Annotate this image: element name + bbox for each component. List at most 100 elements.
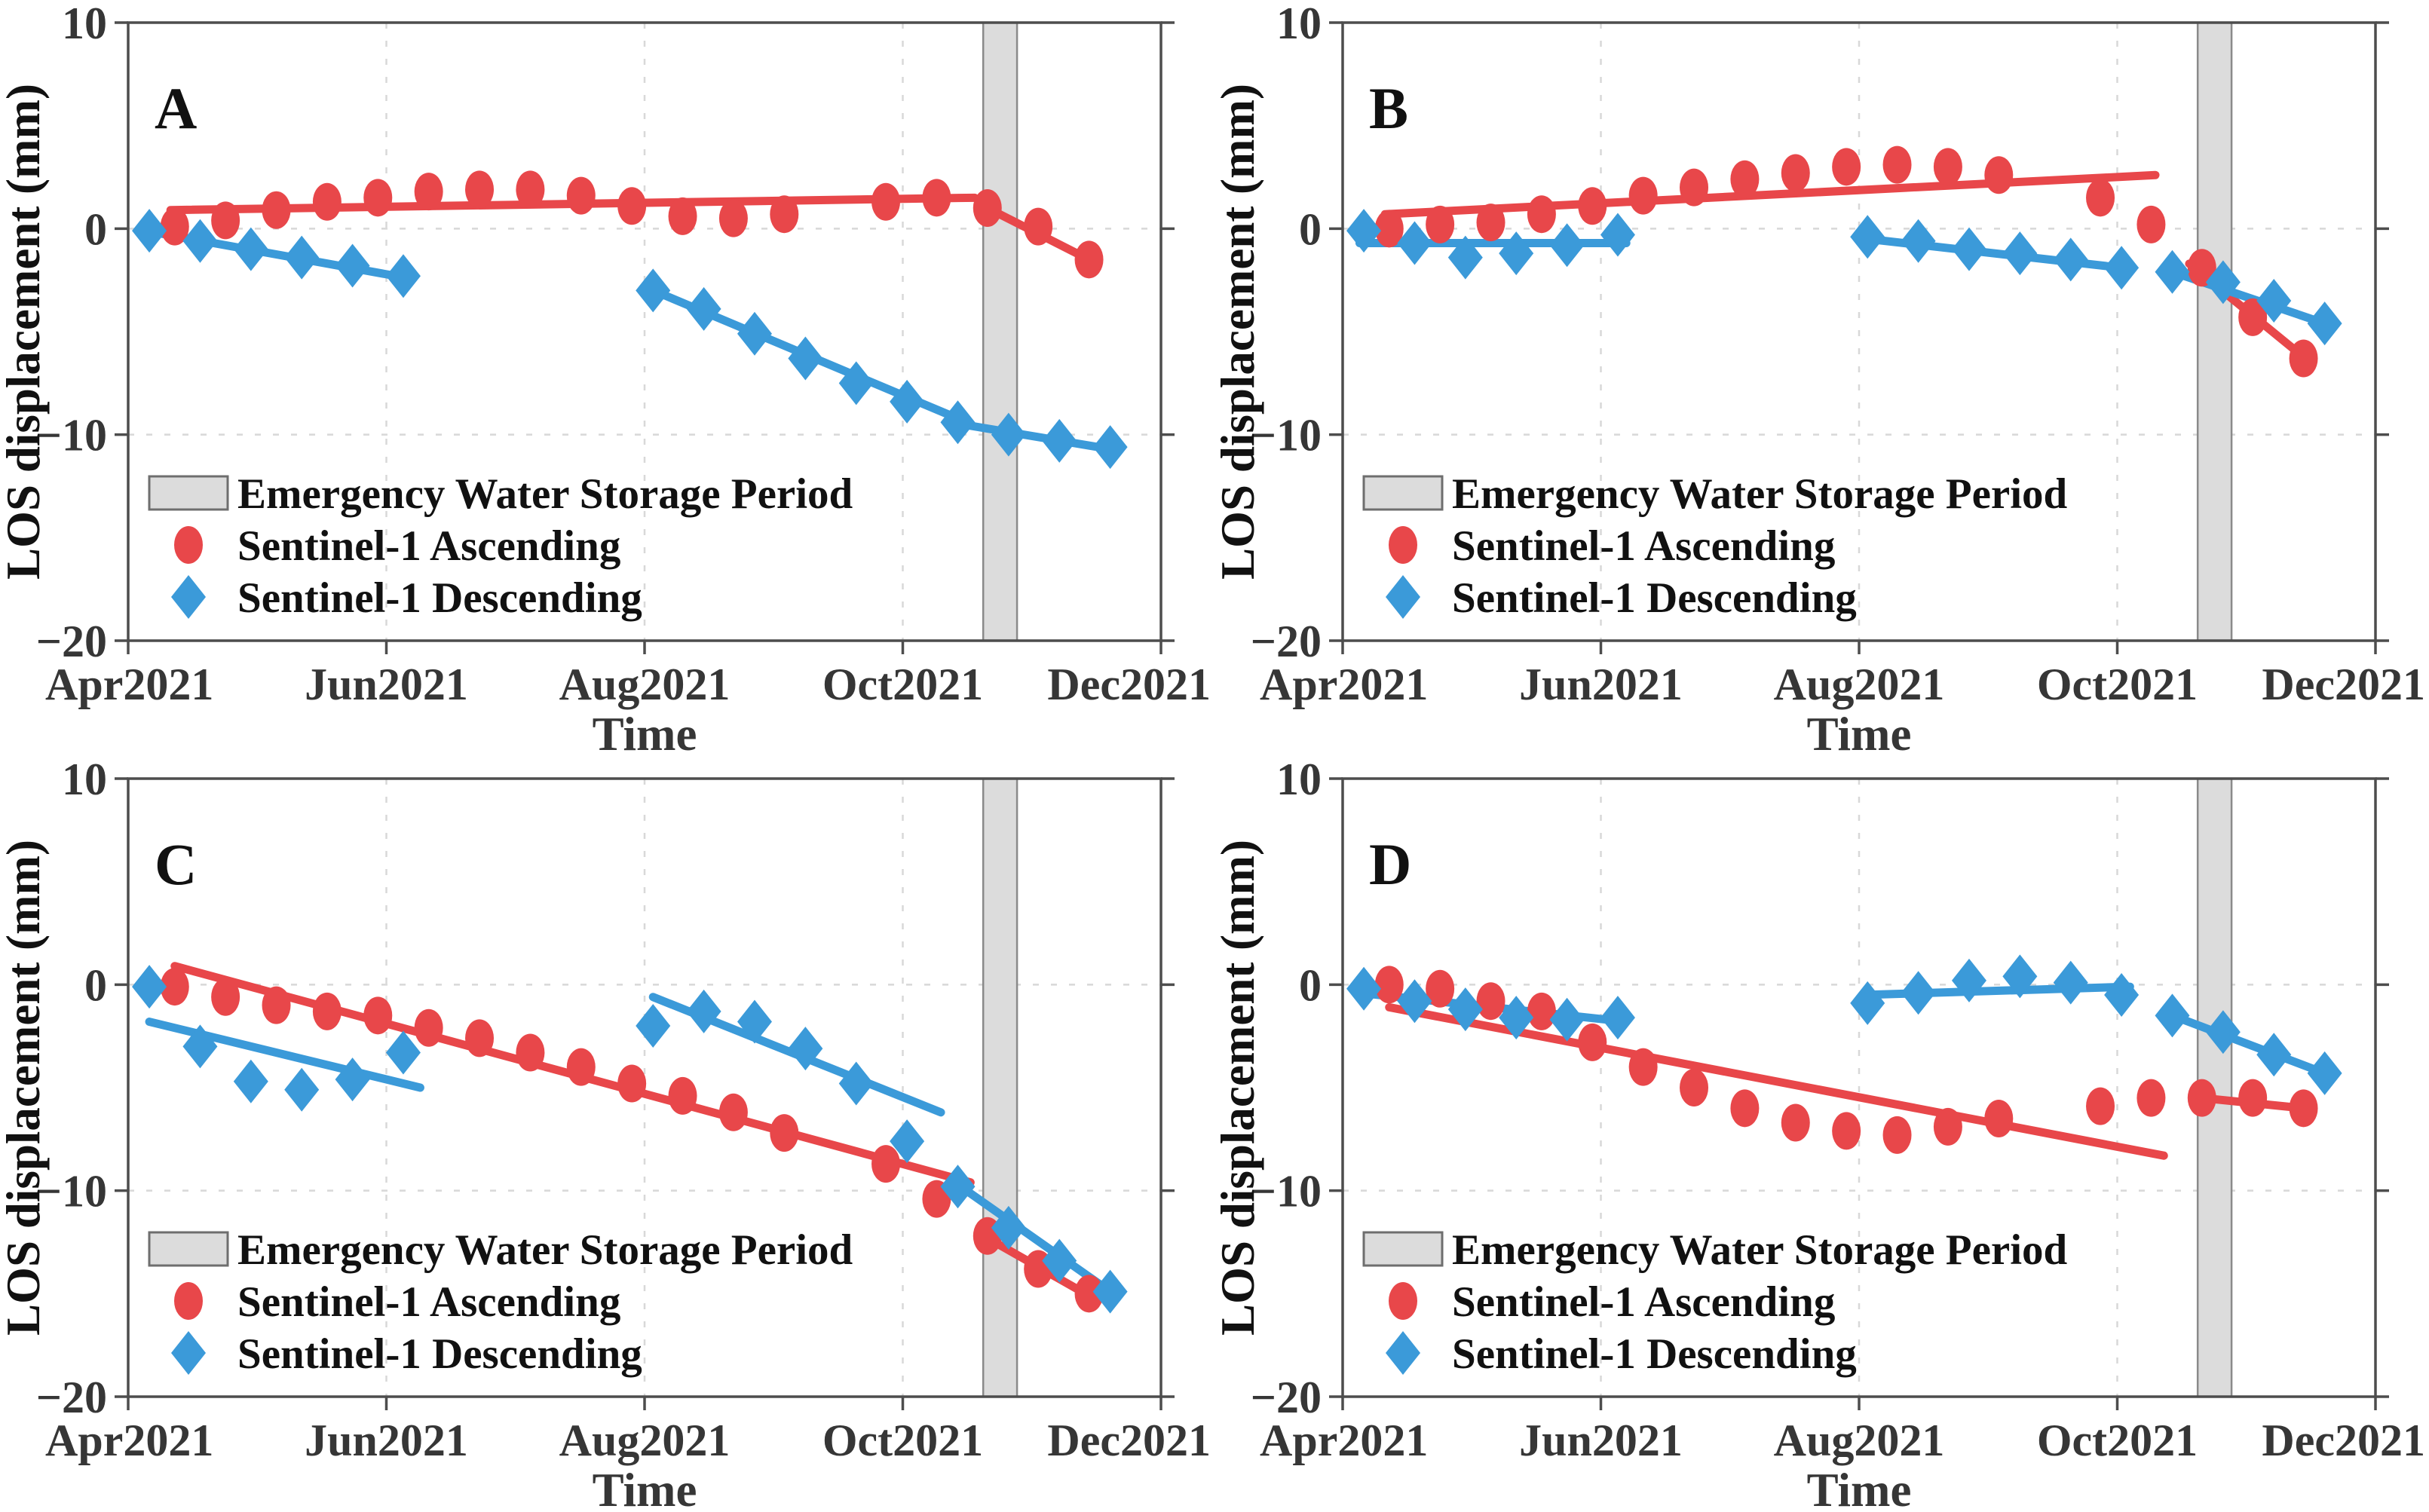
ascending-marker <box>1074 1275 1104 1313</box>
legend-descending-label: Sentinel-1 Descending <box>237 1330 642 1378</box>
descending-trend-line <box>2167 1011 2329 1078</box>
legend-band-label: Emergency Water Storage Period <box>237 470 853 518</box>
ascending-marker <box>566 176 596 215</box>
ascending-marker <box>1680 1069 1709 1106</box>
panel-letter: B <box>1369 75 1408 141</box>
ascending-marker <box>770 195 799 234</box>
y-tick-label: −20 <box>36 617 107 666</box>
ascending-marker <box>1781 154 1810 192</box>
x-tick-label: Apr2021 <box>1260 1416 1428 1465</box>
ascending-marker <box>1832 148 1861 186</box>
y-axis-label: LOS displacement (mm) <box>1211 840 1264 1336</box>
descending-marker <box>1092 1269 1128 1314</box>
panel-b-chart: Apr2021 Jun2021 Aug2021 Oct2021 Dec2021 10 0 −1… <box>1211 0 2425 761</box>
legend-band-label: Emergency Water Storage Period <box>237 1226 853 1274</box>
legend-descending-label: Sentinel-1 Descending <box>237 574 642 622</box>
ascending-marker <box>566 1048 596 1086</box>
ascending-marker <box>1832 1112 1861 1150</box>
descending-marker <box>2307 1051 2342 1095</box>
descending-marker <box>838 361 874 406</box>
ascending-marker <box>2086 179 2115 217</box>
descending-marker <box>991 412 1026 457</box>
ascending-marker <box>516 170 545 209</box>
ascending-marker <box>1426 205 1455 243</box>
ascending-marker <box>2136 1079 2166 1117</box>
descending-marker <box>2002 231 2038 276</box>
descending-marker <box>1346 209 1382 253</box>
legend-band-label: Emergency Water Storage Period <box>1452 470 2068 518</box>
ascending-marker <box>2238 1079 2268 1117</box>
ascending-marker <box>770 1114 799 1152</box>
x-tick-label: Apr2021 <box>1260 660 1428 709</box>
ascending-marker <box>1882 145 1912 184</box>
ascending-marker <box>617 1064 647 1103</box>
ascending-marker <box>211 978 240 1016</box>
ascending-marker <box>1882 1116 1912 1154</box>
ascending-marker <box>414 1009 443 1047</box>
panel-b: Apr2021 Jun2021 Aug2021 Oct2021 Dec2021 10 0 −1… <box>1211 0 2429 761</box>
x-tick-label: Dec2021 <box>1047 660 1211 709</box>
panel-c-chart: Apr2021 Jun2021 Aug2021 Oct2021 Dec2021 10 0 −1… <box>0 754 1211 1512</box>
ascending-marker <box>1476 982 1505 1021</box>
x-tick-label: Dec2021 <box>1047 1416 1211 1465</box>
ascending-marker <box>1628 176 1658 215</box>
descending-trend-line <box>953 1180 1115 1296</box>
descending-marker <box>2053 960 2088 1005</box>
ascending-marker <box>2187 249 2216 287</box>
ascending-marker <box>1374 966 1404 1004</box>
ascending-trend-line <box>1385 1002 2168 1160</box>
descending-marker <box>335 1057 370 1102</box>
y-tick-label: −10 <box>1251 411 1322 461</box>
y-tick-label: 0 <box>84 960 107 1010</box>
descending-marker <box>1397 221 1432 265</box>
y-axis-label: LOS displacement (mm) <box>0 84 50 580</box>
ascending-marker <box>2086 1087 2115 1125</box>
descending-marker <box>1346 966 1382 1011</box>
descending-marker <box>636 268 671 313</box>
legend-band-swatch <box>1362 475 1444 511</box>
descending-marker <box>686 286 721 331</box>
panel-letter: C <box>155 831 197 897</box>
x-tick-label: Apr2021 <box>45 1416 213 1465</box>
legend-ascending-label: Sentinel-1 Ascending <box>1452 522 1835 570</box>
legend-descending-marker <box>1386 1331 1420 1375</box>
descending-marker <box>1951 227 1986 271</box>
ascending-marker <box>871 1145 901 1183</box>
ascending-marker <box>1781 1103 1810 1142</box>
descending-marker <box>1901 219 1936 263</box>
descending-marker <box>1549 997 1585 1042</box>
storage-band <box>982 21 1018 642</box>
ascending-marker <box>871 182 901 221</box>
ascending-marker <box>1374 210 1404 248</box>
y-tick-label: 0 <box>1299 204 1322 254</box>
ascending-marker <box>1730 160 1760 198</box>
x-tick-label: Oct2021 <box>822 1416 983 1465</box>
descending-marker <box>385 254 421 298</box>
ascending-marker <box>1024 207 1053 246</box>
y-tick-label: −20 <box>1251 617 1322 666</box>
panel-a-chart: Apr2021 Jun2021 Aug2021 Oct2021 Dec2021 10 0 −1… <box>0 0 1211 761</box>
legend-ascending-label: Sentinel-1 Ascending <box>237 1278 620 1326</box>
ascending-marker <box>1680 168 1709 207</box>
ascending-marker <box>1074 240 1104 279</box>
ascending-marker <box>1527 195 1556 234</box>
descending-marker <box>2205 1010 2241 1054</box>
x-tick-label: Aug2021 <box>559 660 731 709</box>
ascending-marker <box>516 1033 545 1072</box>
ascending-marker <box>718 1093 748 1131</box>
storage-band <box>2196 21 2233 642</box>
descending-marker <box>284 235 320 280</box>
ascending-marker <box>718 199 748 237</box>
descending-marker <box>1901 971 1936 1015</box>
descending-marker <box>737 999 772 1044</box>
y-tick-label: 10 <box>1276 0 1322 48</box>
ascending-marker <box>973 189 1002 227</box>
panel-letter: D <box>1369 831 1411 897</box>
ascending-marker <box>1578 187 1607 225</box>
descending-marker <box>233 227 268 271</box>
y-tick-label: −10 <box>1251 1167 1322 1217</box>
descending-marker <box>132 209 167 253</box>
y-tick-label: 10 <box>62 754 107 804</box>
ascending-marker <box>1578 1023 1607 1061</box>
